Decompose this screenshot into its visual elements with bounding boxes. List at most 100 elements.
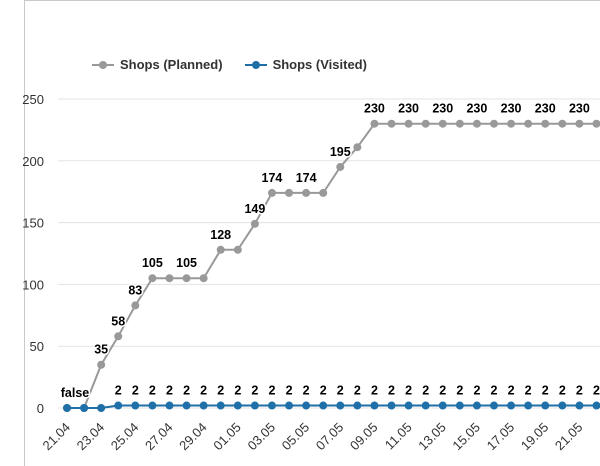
data-point (319, 401, 328, 410)
data-label: 230 (432, 102, 453, 116)
data-point (267, 401, 276, 410)
data-point (353, 401, 362, 410)
data-label: 2 (508, 384, 515, 398)
data-label: 230 (535, 102, 556, 116)
data-label: 2 (422, 384, 429, 398)
data-point (438, 119, 447, 128)
x-tick-label: 11.05 (382, 420, 415, 453)
data-point (302, 401, 311, 410)
data-label: 2 (337, 384, 344, 398)
data-point (524, 119, 533, 128)
data-point (592, 401, 600, 410)
data-label: 230 (569, 102, 590, 116)
x-tick-label: 23.04 (74, 420, 108, 454)
data-point (233, 245, 242, 254)
data-label: 2 (132, 384, 139, 398)
data-point (199, 401, 208, 410)
data-label: 2 (183, 384, 190, 398)
data-point (438, 401, 447, 410)
data-point (148, 274, 157, 283)
legend-symbol-planned (92, 59, 114, 71)
data-label: 2 (388, 384, 395, 398)
data-label: 2 (525, 384, 532, 398)
data-point (336, 162, 345, 171)
data-label: 2 (405, 384, 412, 398)
data-point (404, 401, 413, 410)
data-label: 2 (166, 384, 173, 398)
data-label: 2 (303, 384, 310, 398)
data-point (507, 119, 516, 128)
data-point (63, 404, 71, 412)
data-point (472, 401, 481, 410)
data-label: 174 (296, 171, 317, 185)
data-point (285, 401, 294, 410)
data-label: 2 (115, 384, 122, 398)
data-label: 230 (466, 102, 487, 116)
data-point (575, 119, 584, 128)
legend-item-visited[interactable]: Shops (Visited) (244, 57, 367, 72)
data-label: false (61, 386, 90, 400)
data-point (114, 401, 123, 410)
data-point (250, 219, 259, 228)
data-point (250, 401, 259, 410)
legend-item-planned[interactable]: Shops (Planned) (92, 57, 223, 72)
data-label: 2 (439, 384, 446, 398)
frame-left-border (24, 0, 25, 466)
data-point (370, 119, 379, 128)
data-point (216, 401, 225, 410)
data-point (80, 404, 89, 412)
y-axis: 0 50 100 150 200 250 (22, 92, 44, 416)
frame-top-border (24, 0, 600, 1)
data-point (97, 404, 106, 412)
data-point (421, 401, 430, 410)
legend-symbol-visited (244, 59, 267, 71)
data-label: 35 (94, 343, 108, 357)
data-label: 2 (234, 384, 241, 398)
data-point (490, 119, 498, 128)
data-label: 149 (244, 202, 265, 216)
x-tick-label: 29.04 (176, 420, 210, 454)
data-label: 58 (111, 314, 125, 328)
y-tick-label: 150 (22, 216, 44, 231)
x-tick-label: 23 (599, 420, 600, 441)
legend-label-planned: Shops (Planned) (120, 57, 223, 72)
data-point (592, 119, 600, 128)
data-point (182, 274, 191, 283)
data-label: 2 (354, 384, 361, 398)
data-label: 2 (593, 384, 600, 398)
data-point (472, 119, 481, 128)
data-label: 195 (330, 145, 351, 159)
data-label: 2 (456, 384, 463, 398)
data-point (233, 401, 242, 410)
data-point (455, 401, 464, 410)
data-label: 230 (501, 102, 522, 116)
data-point (114, 332, 123, 341)
x-tick-label: 07.05 (313, 420, 347, 454)
x-tick-label: 19.05 (518, 420, 552, 454)
chart-legend: Shops (Planned) Shops (Visited) (92, 57, 367, 72)
data-point (165, 274, 174, 283)
x-tick-label: 03.05 (244, 420, 278, 454)
data-label: 2 (149, 384, 156, 398)
x-tick-label: 27.04 (142, 420, 176, 454)
data-point (387, 119, 396, 128)
data-point (490, 401, 498, 410)
data-label: 2 (200, 384, 207, 398)
data-label: 105 (176, 256, 197, 270)
y-tick-label: 50 (30, 339, 44, 354)
data-label: 2 (251, 384, 258, 398)
x-tick-label: 21.05 (552, 420, 586, 454)
data-point (541, 119, 550, 128)
data-label: 105 (142, 256, 163, 270)
data-point (182, 401, 191, 410)
data-point (319, 188, 328, 197)
data-point (421, 119, 430, 128)
data-point (507, 401, 516, 410)
y-tick-label: 200 (22, 154, 44, 169)
data-point (370, 401, 379, 410)
data-point (353, 143, 362, 152)
data-point (558, 401, 567, 410)
data-point (404, 119, 413, 128)
